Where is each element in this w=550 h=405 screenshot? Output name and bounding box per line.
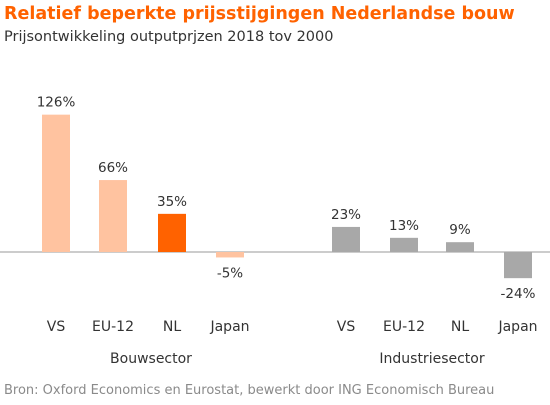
group-label: Bouwsector <box>110 351 192 367</box>
category-label: VS <box>47 319 66 335</box>
category-label: EU-12 <box>383 319 425 335</box>
category-label: NL <box>451 319 469 335</box>
chart-title: Relatief beperkte prijsstijgingen Nederl… <box>4 4 515 24</box>
category-label: Japan <box>209 319 249 335</box>
source-note: Bron: Oxford Economics en Eurostat, bewe… <box>4 383 495 398</box>
category-label: NL <box>163 319 181 335</box>
data-label: 13% <box>389 218 419 234</box>
bar-bouw-eu-12 <box>99 180 127 252</box>
data-label: 66% <box>98 160 128 176</box>
bar-industrie-nl <box>446 242 474 252</box>
group-label: Industriesector <box>379 351 484 367</box>
bar-industrie-vs <box>332 226 360 252</box>
bar-bouw-japan <box>216 252 244 258</box>
category-label: Japan <box>497 319 537 335</box>
category-label: EU-12 <box>92 319 134 335</box>
data-label: 23% <box>331 207 361 223</box>
data-label: -24% <box>501 286 536 302</box>
bar-bouw-vs <box>42 114 70 252</box>
data-label: 35% <box>157 194 187 210</box>
bar-industrie-japan <box>504 252 532 279</box>
bar-chart: 126% VS 66% EU-12 35% NL -5% Japan Bouwsector 23%… <box>0 95 550 367</box>
data-label: 9% <box>449 222 471 238</box>
category-label: VS <box>337 319 356 335</box>
data-label: -5% <box>217 265 243 281</box>
chart-subtitle: Prijsontwikkeling outputprjzen 2018 tov … <box>4 29 334 45</box>
bar-industrie-eu-12 <box>390 237 418 252</box>
bar-bouw-nl <box>158 213 186 252</box>
data-label: 126% <box>37 95 76 111</box>
